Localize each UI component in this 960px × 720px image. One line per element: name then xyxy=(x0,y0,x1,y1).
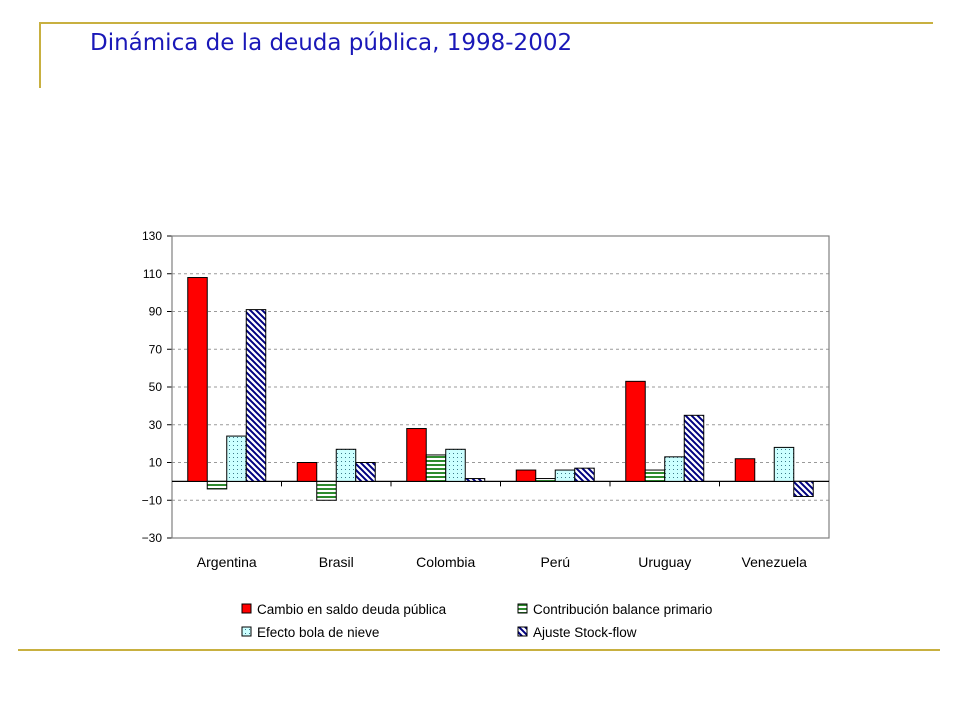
tick-labels: 130 110 90 70 50 30 10 −10 −30 Argentina Brasil Col… xyxy=(142,229,808,570)
axes xyxy=(167,235,830,539)
bar-argentina-series-3 xyxy=(226,435,247,482)
gridlines xyxy=(172,273,829,501)
y-tick-label: 70 xyxy=(149,342,163,356)
bar-argentina-series-2 xyxy=(206,480,228,490)
y-tick-label: 30 xyxy=(149,418,163,432)
bar-perú-series-1 xyxy=(515,469,537,482)
x-category-label: Venezuela xyxy=(742,554,808,570)
x-category-label: Colombia xyxy=(416,554,475,570)
y-tick-label: −30 xyxy=(142,531,163,545)
slide-title: Dinámica de la deuda pública, 1998-2002 xyxy=(90,30,573,56)
bar-uruguay-series-4 xyxy=(683,414,705,482)
bar-colombia-series-2 xyxy=(425,454,447,482)
y-tick-label: 90 xyxy=(149,305,163,319)
bar-brasil-series-4 xyxy=(355,462,376,482)
bar-brasil-series-2 xyxy=(316,480,337,501)
y-tick-label: 10 xyxy=(149,456,163,470)
bar-uruguay-series-2 xyxy=(644,469,666,482)
legend-swatch xyxy=(241,603,252,614)
bar-uruguay-series-3 xyxy=(664,456,685,482)
bar-colombia-series-4 xyxy=(464,478,486,482)
y-tick-label: 130 xyxy=(142,229,162,243)
bar-venezuela-series-1 xyxy=(734,458,756,482)
bar-venezuela-series-4 xyxy=(793,480,814,497)
x-category-label: Uruguay xyxy=(638,554,691,570)
legend-label: Contribución balance primario xyxy=(533,602,712,617)
bar-uruguay-series-1 xyxy=(625,380,646,482)
bars xyxy=(187,277,814,501)
bar-brasil-series-3 xyxy=(335,448,357,482)
legend-swatch xyxy=(517,626,528,637)
x-category-label: Perú xyxy=(540,554,570,570)
bar-colombia-series-1 xyxy=(406,428,427,482)
bar-perú-series-2 xyxy=(535,478,556,482)
y-tick-label: 50 xyxy=(149,380,163,394)
legend-swatch xyxy=(517,603,528,614)
bar-perú-series-4 xyxy=(574,467,595,482)
bar-brasil-series-1 xyxy=(296,462,318,482)
bar-argentina-series-4 xyxy=(245,309,267,482)
y-tick-label: 110 xyxy=(143,267,162,281)
legend: Cambio en saldo deuda pública Contribució… xyxy=(241,602,712,640)
y-tick-label: −10 xyxy=(142,493,163,507)
legend-swatch xyxy=(241,626,252,637)
plot-area-border xyxy=(171,235,830,539)
left-rule xyxy=(39,22,41,88)
bar-venezuela-series-3 xyxy=(773,446,795,482)
bar-perú-series-3 xyxy=(554,469,576,482)
top-rule xyxy=(40,22,933,24)
legend-label: Efecto bola de nieve xyxy=(257,625,379,640)
bottom-rule xyxy=(18,649,940,651)
x-category-label: Brasil xyxy=(319,554,354,570)
legend-label: Cambio en saldo deuda pública xyxy=(257,602,447,617)
legend-label: Ajuste Stock-flow xyxy=(533,625,637,640)
x-category-label: Argentina xyxy=(197,554,257,570)
bar-argentina-series-1 xyxy=(187,277,208,482)
bar-colombia-series-3 xyxy=(445,448,466,482)
